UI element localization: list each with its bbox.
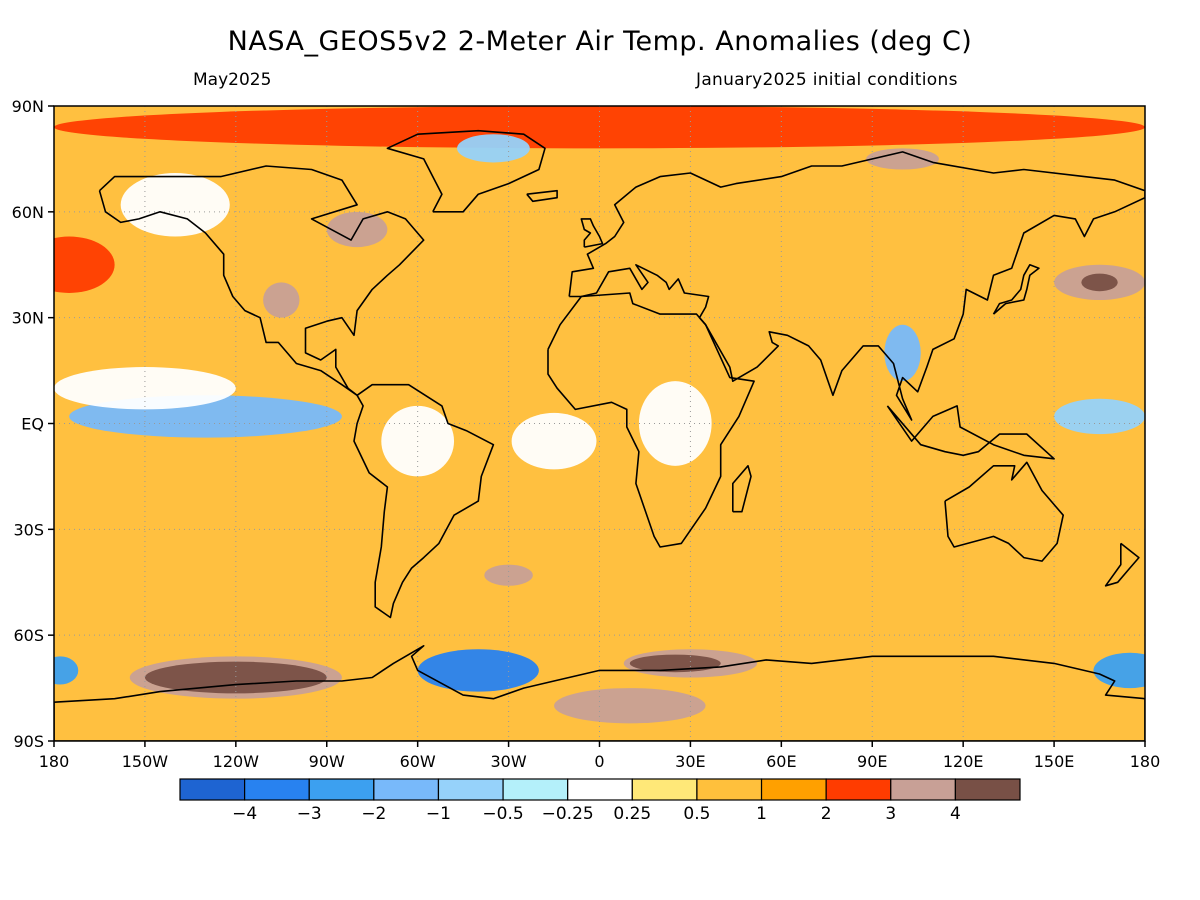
colorbar-label: −3: [297, 804, 322, 824]
lon-tick-label: 150E: [1034, 752, 1075, 771]
anomaly-region-us-hot: [263, 282, 300, 318]
anomaly-region-north-pacific-max: [1081, 273, 1118, 292]
colorbar-swatch: [825, 778, 892, 801]
colorbar-swatch: [244, 778, 310, 801]
anomaly-region-central-africa-neutral: [638, 381, 712, 466]
colorbar-label: −0.5: [482, 804, 523, 824]
lon-tick-label: 90E: [857, 752, 887, 771]
lat-tick-label: 60N: [12, 203, 44, 222]
coastline-iceland: [526, 189, 558, 203]
initial-conditions: January2025 initial conditions: [696, 70, 958, 90]
colorbar-label: 1: [756, 804, 767, 824]
lon-tick-label: 180: [1130, 752, 1161, 771]
coastline-greenland: [386, 129, 546, 213]
coastlines: [54, 129, 1145, 741]
lat-tick-label: 90N: [12, 97, 44, 116]
lon-tick-label: 120W: [213, 752, 260, 771]
colorbar-swatch: [502, 778, 569, 801]
coastline-eurasia: [568, 151, 1145, 421]
lon-tick-label: 60W: [400, 752, 436, 771]
coastline-south-america: [353, 383, 495, 619]
forecast-month: May2025: [193, 70, 272, 90]
lat-tick-label: 30S: [13, 520, 44, 539]
coastline-indonesia: [886, 405, 1055, 460]
anomaly-region-alaska-neutral: [120, 173, 230, 237]
anomaly-region-dateline-south-cold: [1093, 652, 1145, 689]
coastline-japan: [992, 263, 1040, 315]
colorbar-swatch: [890, 778, 956, 801]
colorbar-swatch: [760, 778, 827, 801]
anomaly-region-north-pacific-warm: [54, 236, 115, 293]
lon-tick-label: 60E: [766, 752, 796, 771]
lon-tick-label: 30W: [490, 752, 526, 771]
coastline-north-america: [98, 165, 425, 397]
lon-tick-label: 30E: [675, 752, 705, 771]
anomaly-region-west-pacific-cold: [1054, 398, 1145, 435]
colorbar-swatch: [631, 778, 698, 801]
lon-tick-label: 120E: [943, 752, 984, 771]
colorbar-label: −0.25: [542, 804, 594, 824]
lon-tick-label: 90W: [309, 752, 345, 771]
colorbar-label: −4: [232, 804, 257, 824]
anomaly-region-weddell-cold: [417, 649, 539, 692]
coastline-africa: [547, 292, 755, 548]
colorbar-label: 0.5: [683, 804, 710, 824]
anomaly-region-amundsen-warm: [144, 661, 327, 694]
longitude-axis: 180 150W 120W 90W 60W 30W 0 30E 60E 90E 120E 150E 18…: [39, 741, 1161, 771]
colorbar-swatch: [954, 778, 1021, 801]
coastline-madagascar: [731, 464, 752, 513]
anomaly-region-south-atlantic-hot: [484, 564, 533, 586]
lon-tick-label: 150W: [122, 752, 169, 771]
colorbar-label: 2: [821, 804, 832, 824]
anomaly-region-east-pacific-neutral: [54, 367, 236, 410]
lat-tick-label: 60S: [13, 626, 44, 645]
colorbar-swatch: [179, 778, 246, 801]
lon-tick-label: 0: [594, 752, 604, 771]
lon-tick-label: 180: [39, 752, 70, 771]
latitude-axis: 90N 60N 30N EQ 30S 60S 90S: [12, 97, 54, 751]
anomaly-region-ross-cold: [54, 656, 79, 685]
coastline-uk: [580, 218, 604, 248]
anomaly-region-greenland-cold: [457, 134, 530, 163]
colorbar-swatch: [373, 778, 440, 801]
colorbar-label: −1: [426, 804, 451, 824]
colorbar-label: −2: [361, 804, 386, 824]
coastline-new-zealand: [1104, 542, 1140, 587]
lat-tick-label: 90S: [13, 732, 44, 751]
anomaly-region-siberia-hot: [866, 148, 939, 170]
colorbar-label: 0.25: [613, 804, 651, 824]
map-title: NASA_GEOS5v2 2-Meter Air Temp. Anomalies…: [227, 26, 973, 57]
colorbar-swatch: [437, 778, 504, 801]
anomaly-region-antarctic-interior-hot: [554, 688, 706, 724]
lat-lon-grid: [54, 106, 1145, 741]
colorbar-swatch: [696, 778, 763, 801]
coastline-australia: [944, 461, 1064, 562]
anomaly-region-atlantic-eq-neutral: [511, 412, 597, 470]
coastline-antarctica: [54, 644, 1145, 741]
lat-tick-label: EQ: [21, 415, 44, 434]
colorbar-swatch: [308, 778, 375, 801]
lat-tick-label: 30N: [12, 309, 44, 328]
colorbar: −4 −3 −2 −1 −0.5 −0.25 0.25 0.5 1 2 3 4: [179, 778, 1021, 824]
colorbar-label: 3: [885, 804, 896, 824]
anomaly-region-se-asia-cold: [884, 324, 921, 382]
colorbar-swatch: [567, 778, 633, 801]
colorbar-label: 4: [950, 804, 961, 824]
